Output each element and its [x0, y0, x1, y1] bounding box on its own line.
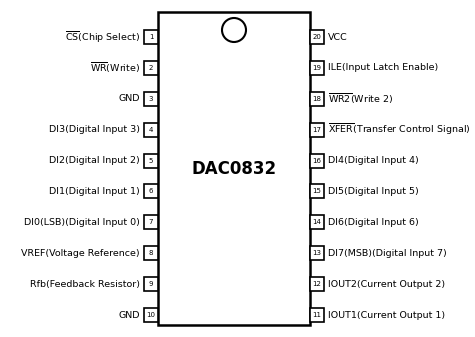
Text: 5: 5: [149, 158, 153, 163]
Text: DI6(Digital Input 6): DI6(Digital Input 6): [328, 218, 419, 227]
Bar: [144, 277, 158, 291]
Text: $\overline{\mathsf{WR2}}$(Write 2): $\overline{\mathsf{WR2}}$(Write 2): [328, 92, 393, 106]
Bar: [310, 184, 324, 198]
Text: $\overline{\mathsf{CS}}$(Chip Select): $\overline{\mathsf{CS}}$(Chip Select): [65, 29, 140, 45]
Text: DI5(Digital Input 5): DI5(Digital Input 5): [328, 187, 419, 196]
Text: DI0(LSB)(Digital Input 0): DI0(LSB)(Digital Input 0): [24, 218, 140, 227]
Bar: [310, 61, 324, 75]
Text: $\overline{\mathsf{XFER}}$(Transfer Control Signal): $\overline{\mathsf{XFER}}$(Transfer Cont…: [328, 122, 471, 137]
Text: DI4(Digital Input 4): DI4(Digital Input 4): [328, 156, 419, 165]
Bar: [310, 154, 324, 167]
Bar: [310, 277, 324, 291]
Bar: [310, 30, 324, 44]
Text: 14: 14: [313, 219, 322, 225]
Bar: [310, 123, 324, 137]
Text: 9: 9: [149, 281, 153, 287]
Text: ILE(Input Latch Enable): ILE(Input Latch Enable): [328, 63, 438, 72]
Text: IOUT2(Current Output 2): IOUT2(Current Output 2): [328, 280, 445, 288]
Text: DI1(Digital Input 1): DI1(Digital Input 1): [49, 187, 140, 196]
Text: 2: 2: [149, 65, 153, 71]
Text: 17: 17: [313, 127, 322, 133]
Bar: [144, 184, 158, 198]
Bar: [310, 246, 324, 260]
Bar: [144, 123, 158, 137]
Text: 11: 11: [313, 312, 322, 318]
Bar: [144, 215, 158, 229]
Bar: [144, 246, 158, 260]
Text: DI2(Digital Input 2): DI2(Digital Input 2): [49, 156, 140, 165]
Bar: [144, 308, 158, 322]
Text: GND: GND: [118, 94, 140, 103]
Text: GND: GND: [118, 310, 140, 319]
Bar: [144, 92, 158, 106]
Text: VCC: VCC: [328, 32, 348, 41]
Text: 1: 1: [149, 34, 153, 40]
Bar: [158, 12, 310, 325]
Text: 4: 4: [149, 127, 153, 133]
Text: 20: 20: [313, 34, 322, 40]
Bar: [310, 215, 324, 229]
Text: Rfb(Feedback Resistor): Rfb(Feedback Resistor): [30, 280, 140, 288]
Text: 19: 19: [313, 65, 322, 71]
Text: 12: 12: [313, 281, 322, 287]
Circle shape: [222, 18, 246, 42]
Text: DAC0832: DAC0832: [191, 159, 276, 178]
Text: 10: 10: [146, 312, 155, 318]
Text: $\overline{\mathsf{WR}}$(Write): $\overline{\mathsf{WR}}$(Write): [90, 61, 140, 75]
Text: 7: 7: [149, 219, 153, 225]
Text: DI7(MSB)(Digital Input 7): DI7(MSB)(Digital Input 7): [328, 249, 447, 258]
Text: IOUT1(Current Output 1): IOUT1(Current Output 1): [328, 310, 445, 319]
Text: 8: 8: [149, 250, 153, 256]
Text: 18: 18: [313, 96, 322, 102]
Text: VREF(Voltage Reference): VREF(Voltage Reference): [21, 249, 140, 258]
Text: 13: 13: [313, 250, 322, 256]
Bar: [310, 308, 324, 322]
Bar: [310, 92, 324, 106]
Text: 3: 3: [149, 96, 153, 102]
Text: 16: 16: [313, 158, 322, 163]
Bar: [144, 61, 158, 75]
Text: 6: 6: [149, 188, 153, 194]
Bar: [144, 154, 158, 167]
Text: 15: 15: [313, 188, 322, 194]
Text: DI3(Digital Input 3): DI3(Digital Input 3): [49, 125, 140, 134]
Bar: [144, 30, 158, 44]
